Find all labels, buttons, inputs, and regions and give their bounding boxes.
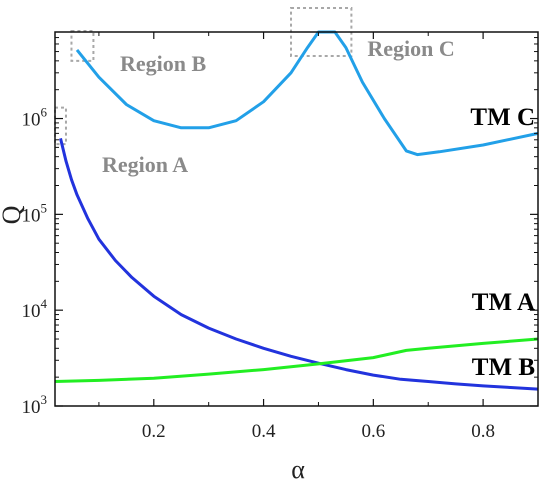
series-lines	[54, 30, 539, 391]
x-axis-title: α	[291, 455, 305, 484]
region-label-b: Region B	[120, 51, 207, 76]
x-tick-label: 0.8	[471, 421, 495, 442]
region-label-c: Region C	[367, 36, 454, 61]
y-tick-label: 106	[22, 105, 48, 131]
x-axis-ticks: 0.2 0.4 0.6 0.8	[98, 32, 539, 442]
chart-annotations: TM A TM B TM C Region A Region B Region C	[102, 36, 535, 381]
plot-frame	[54, 31, 539, 407]
series-label-tm-b: TM B	[472, 354, 535, 381]
series-label-tm-a: TM A	[472, 289, 535, 316]
series-line-tm-b	[54, 337, 539, 383]
y-tick-label: 105	[22, 200, 48, 226]
region-label-a: Region A	[102, 152, 188, 177]
x-tick-label: 0.6	[361, 421, 385, 442]
y-axis-ticks: 103 104 105 106	[22, 31, 538, 418]
y-axis-title: Q	[0, 205, 26, 224]
region-box-b	[70, 30, 95, 62]
series-label-tm-c: TM C	[470, 104, 535, 131]
x-tick-label: 0.4	[252, 421, 276, 442]
x-tick-label: 0.2	[142, 421, 166, 442]
series-line-tm-a	[59, 138, 539, 391]
series-line-tm-c	[75, 30, 539, 157]
y-tick-label: 104	[22, 296, 48, 322]
y-tick-label: 103	[22, 392, 48, 418]
